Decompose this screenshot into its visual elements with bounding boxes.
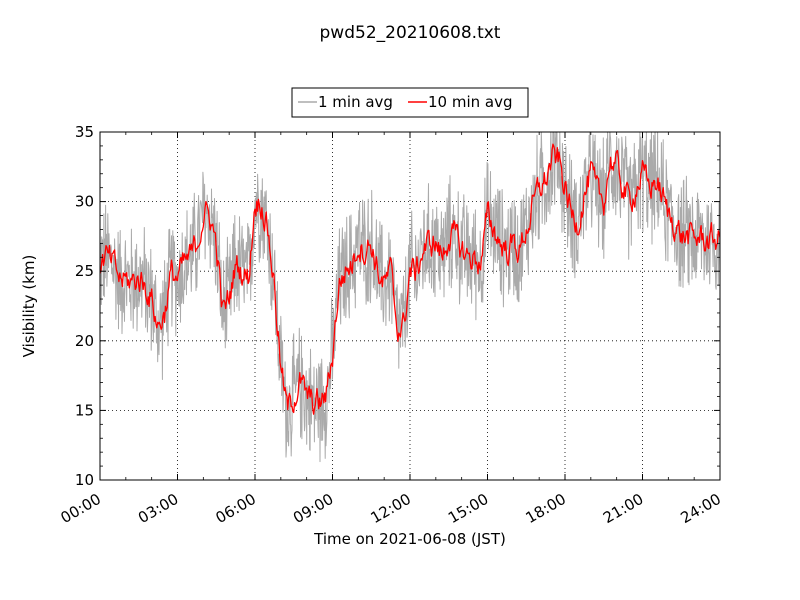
legend-label-1min: 1 min avg [318, 93, 393, 111]
y-axis-label: Visibility (km) [20, 255, 38, 358]
grid-lines [100, 132, 720, 480]
axis-ticks [99, 131, 721, 481]
x-axis-label: Time on 2021-06-08 (JST) [313, 530, 506, 548]
y-tick-label: 15 [75, 401, 94, 419]
y-tick-label: 20 [75, 332, 94, 350]
y-tick-label: 10 [75, 471, 94, 489]
chart-title: pwd52_20210608.txt [320, 23, 501, 43]
legend-label-10min: 10 min avg [428, 93, 513, 111]
legend: 1 min avg 10 min avg [291, 87, 529, 118]
series-10min-line [100, 143, 720, 415]
y-tick-label: 30 [75, 193, 94, 211]
y-tick-label: 25 [75, 262, 94, 280]
y-tick-label: 35 [75, 123, 94, 141]
y-tick-labels: 10 15 20 25 30 35 [75, 123, 94, 489]
